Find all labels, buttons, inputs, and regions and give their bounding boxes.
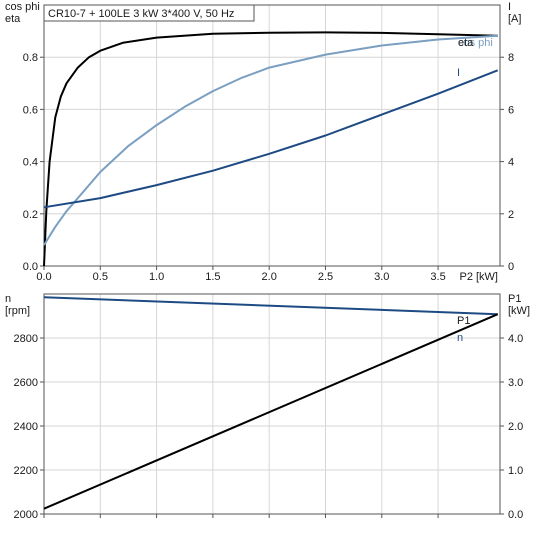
right-axis-unit: [A] (508, 13, 521, 25)
right-tick-label: 2.0 (508, 421, 523, 433)
x-tick-label: 0.5 (93, 271, 108, 283)
series-layer (43, 31, 499, 510)
left-axis-unit: eta (5, 13, 21, 25)
left-tick-label: 2800 (14, 333, 38, 345)
series-label-p1: P1 (457, 315, 470, 327)
right-tick-label: 3.0 (508, 377, 523, 389)
left-axis-label: cos phi (5, 1, 40, 13)
title-box (43, 4, 255, 22)
left-axis-unit: [rpm] (5, 305, 30, 317)
left-tick-label: 2400 (14, 421, 38, 433)
right-tick-label: 1.0 (508, 465, 523, 477)
left-tick-label: 2200 (14, 465, 38, 477)
plot-frame (43, 4, 501, 267)
frame-layer (40, 4, 504, 518)
series-line-n (43, 296, 498, 316)
x-tick-label: 2.0 (262, 271, 277, 283)
x-tick-label: 1.5 (205, 271, 220, 283)
x-tick-label: 3.5 (430, 271, 445, 283)
series-line-cos-phi (43, 34, 498, 246)
left-tick-label: 0.6 (23, 104, 38, 116)
right-tick-label: 0.0 (508, 509, 523, 521)
x-tick-label: 2.5 (318, 271, 333, 283)
left-tick-label: 2600 (14, 377, 38, 389)
series-label-n: n (457, 332, 463, 344)
right-tick-label: 0 (508, 261, 514, 273)
plot-frame (43, 293, 501, 515)
right-tick-label: 8 (508, 52, 514, 64)
series-label-eta: eta (458, 37, 474, 49)
series-line-i (43, 69, 499, 209)
right-axis-label: P1 (508, 293, 521, 305)
left-axis-label: n (5, 293, 11, 305)
right-tick-label: 2 (508, 209, 514, 221)
grid-layer (44, 5, 500, 514)
right-axis-label: I (508, 1, 511, 13)
right-tick-label: 6 (508, 104, 514, 116)
series-label-cos-phi: cos phi (458, 37, 493, 49)
series-line-eta (43, 31, 498, 267)
left-tick-label: 0.8 (23, 52, 38, 64)
chart-title: CR10-7 + 100LE 3 kW 3*400 V, 50 Hz (48, 8, 234, 20)
left-tick-label: 0.4 (23, 157, 38, 169)
text-layer: 0.0 0.2 0.4 0.6 0.8 0 2 4 6 8 0.0 0.5 1.0 1.5 2.0 2.5 3.… (5, 1, 530, 521)
right-tick-label: 4 (508, 157, 514, 169)
x-tick-label: 0.0 (36, 271, 51, 283)
right-axis-unit: [kW] (508, 305, 530, 317)
series-line-p1 (43, 313, 499, 510)
x-tick-label: 3.0 (374, 271, 389, 283)
left-tick-label: 0.2 (23, 209, 38, 221)
series-label-i: I (457, 67, 460, 79)
right-tick-label: 4.0 (508, 333, 523, 345)
left-tick-label: 2000 (14, 509, 38, 521)
x-tick-label: 1.0 (149, 271, 164, 283)
left-tick-label: 0.0 (23, 261, 38, 273)
x-axis-label: P2 [kW] (459, 271, 498, 283)
